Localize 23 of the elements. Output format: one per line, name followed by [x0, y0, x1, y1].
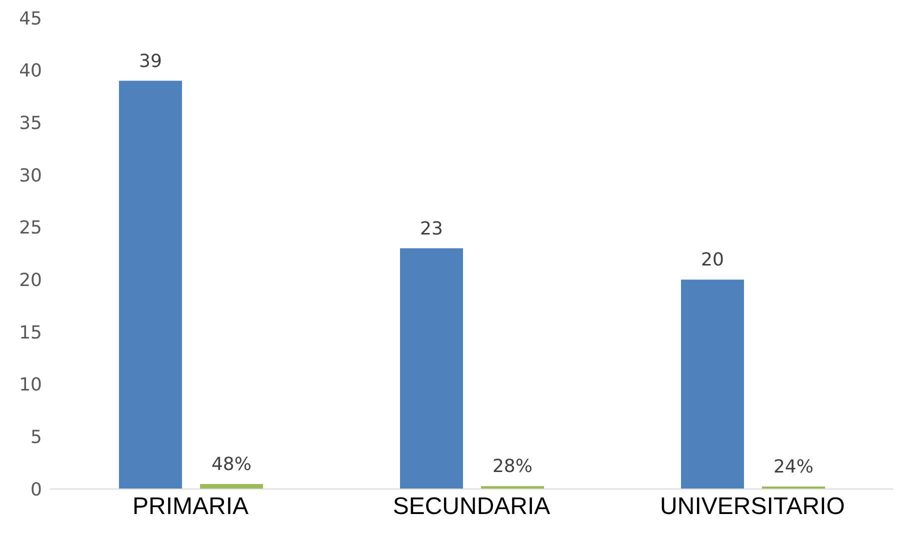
y-tick-label: 25: [19, 218, 42, 239]
y-tick-label: 45: [19, 8, 42, 30]
y-tick-label: 15: [19, 322, 42, 344]
x-tick-label: PRIMARIA: [132, 493, 249, 520]
y-tick-label: 35: [19, 113, 42, 134]
y-tick-label: 5: [30, 427, 42, 448]
x-tick-label: SECUNDARIA: [392, 493, 550, 520]
bar: [400, 248, 463, 489]
data-label: 24%: [773, 456, 814, 478]
bar: [119, 80, 182, 489]
bar: [681, 280, 744, 489]
data-label: 48%: [211, 454, 252, 475]
y-tick-label: 20: [19, 270, 42, 292]
bar: [200, 484, 263, 489]
y-tick-label: 30: [19, 165, 42, 186]
data-label: 39: [139, 50, 162, 72]
x-tick-label: UNIVERSITARIO: [660, 493, 845, 520]
data-label: 23: [420, 218, 443, 240]
data-label: 28%: [492, 456, 533, 478]
y-tick-label: 10: [19, 374, 42, 396]
y-tick-label: 0: [30, 479, 42, 500]
data-label: 20: [701, 250, 724, 271]
y-tick-label: 40: [19, 60, 42, 82]
